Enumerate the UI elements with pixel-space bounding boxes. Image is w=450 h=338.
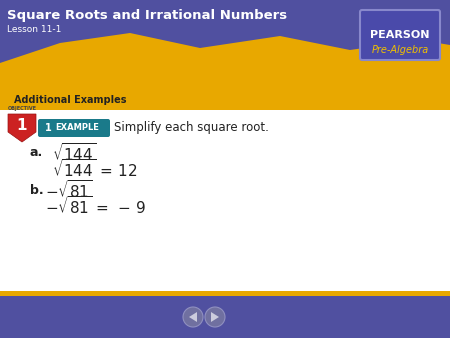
Text: Simplify each square root.: Simplify each square root. — [114, 121, 269, 135]
Text: $-\sqrt{81}$$\,=\,-\,9$: $-\sqrt{81}$$\,=\,-\,9$ — [45, 195, 146, 217]
Text: $\sqrt{144}$$\,=\,12$: $\sqrt{144}$$\,=\,12$ — [52, 158, 138, 180]
Circle shape — [205, 307, 225, 327]
Text: OBJECTIVE: OBJECTIVE — [8, 106, 37, 111]
Text: Additional Examples: Additional Examples — [14, 95, 126, 105]
Polygon shape — [0, 0, 450, 90]
Text: PEARSON: PEARSON — [370, 30, 430, 40]
Polygon shape — [0, 291, 450, 296]
Polygon shape — [0, 90, 450, 110]
Text: Pre-Algebra: Pre-Algebra — [371, 45, 428, 55]
Circle shape — [183, 307, 203, 327]
Text: 1: 1 — [45, 123, 52, 133]
Text: EXAMPLE: EXAMPLE — [55, 123, 99, 132]
Text: a.: a. — [30, 146, 43, 160]
Polygon shape — [0, 33, 450, 90]
Polygon shape — [8, 114, 36, 142]
Text: $-\sqrt{81}$: $-\sqrt{81}$ — [45, 179, 92, 201]
Text: b.: b. — [30, 184, 44, 196]
Text: 1: 1 — [17, 119, 27, 134]
FancyBboxPatch shape — [360, 10, 440, 60]
FancyBboxPatch shape — [38, 119, 110, 137]
Polygon shape — [189, 312, 197, 322]
Text: Lesson 11-1: Lesson 11-1 — [7, 25, 61, 34]
Text: Square Roots and Irrational Numbers: Square Roots and Irrational Numbers — [7, 9, 287, 23]
Polygon shape — [0, 110, 450, 291]
Text: $\sqrt{144}$: $\sqrt{144}$ — [52, 142, 96, 164]
Polygon shape — [211, 312, 219, 322]
Polygon shape — [0, 296, 450, 338]
